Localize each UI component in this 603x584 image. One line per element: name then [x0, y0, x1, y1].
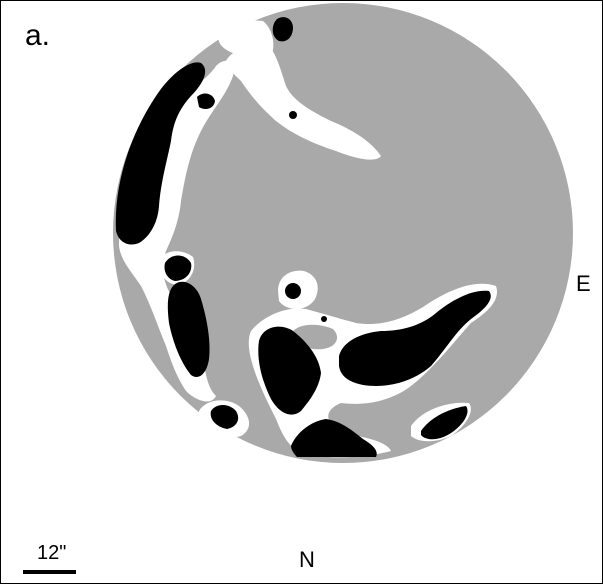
ring-center-dark: [285, 283, 301, 299]
southern-dark-dot: [321, 316, 327, 322]
southeast-dark: [421, 406, 468, 440]
west-limb-dark: [115, 62, 206, 245]
dark-regions: [115, 17, 491, 457]
northern-plume-white: [226, 42, 381, 160]
southern-base-dark: [291, 419, 377, 457]
gray-disk: [113, 3, 573, 463]
panel-label: a.: [25, 19, 51, 52]
scale-bar-label: 12": [37, 542, 67, 564]
west-small-dark: [197, 93, 215, 109]
north-cap-white: [218, 20, 274, 59]
north-direction-label: N: [299, 547, 315, 572]
south-limb-dark: [210, 405, 239, 429]
southern-large-dark: [258, 326, 321, 415]
plume-dark-dot: [289, 111, 297, 119]
north-dark-spot: [272, 17, 293, 42]
east-direction-label: E: [576, 271, 591, 296]
west-lower-dark: [167, 281, 210, 378]
west-mid-dark: [164, 255, 192, 281]
scale-bar: [23, 570, 76, 574]
eastern-band-dark: [339, 290, 491, 386]
